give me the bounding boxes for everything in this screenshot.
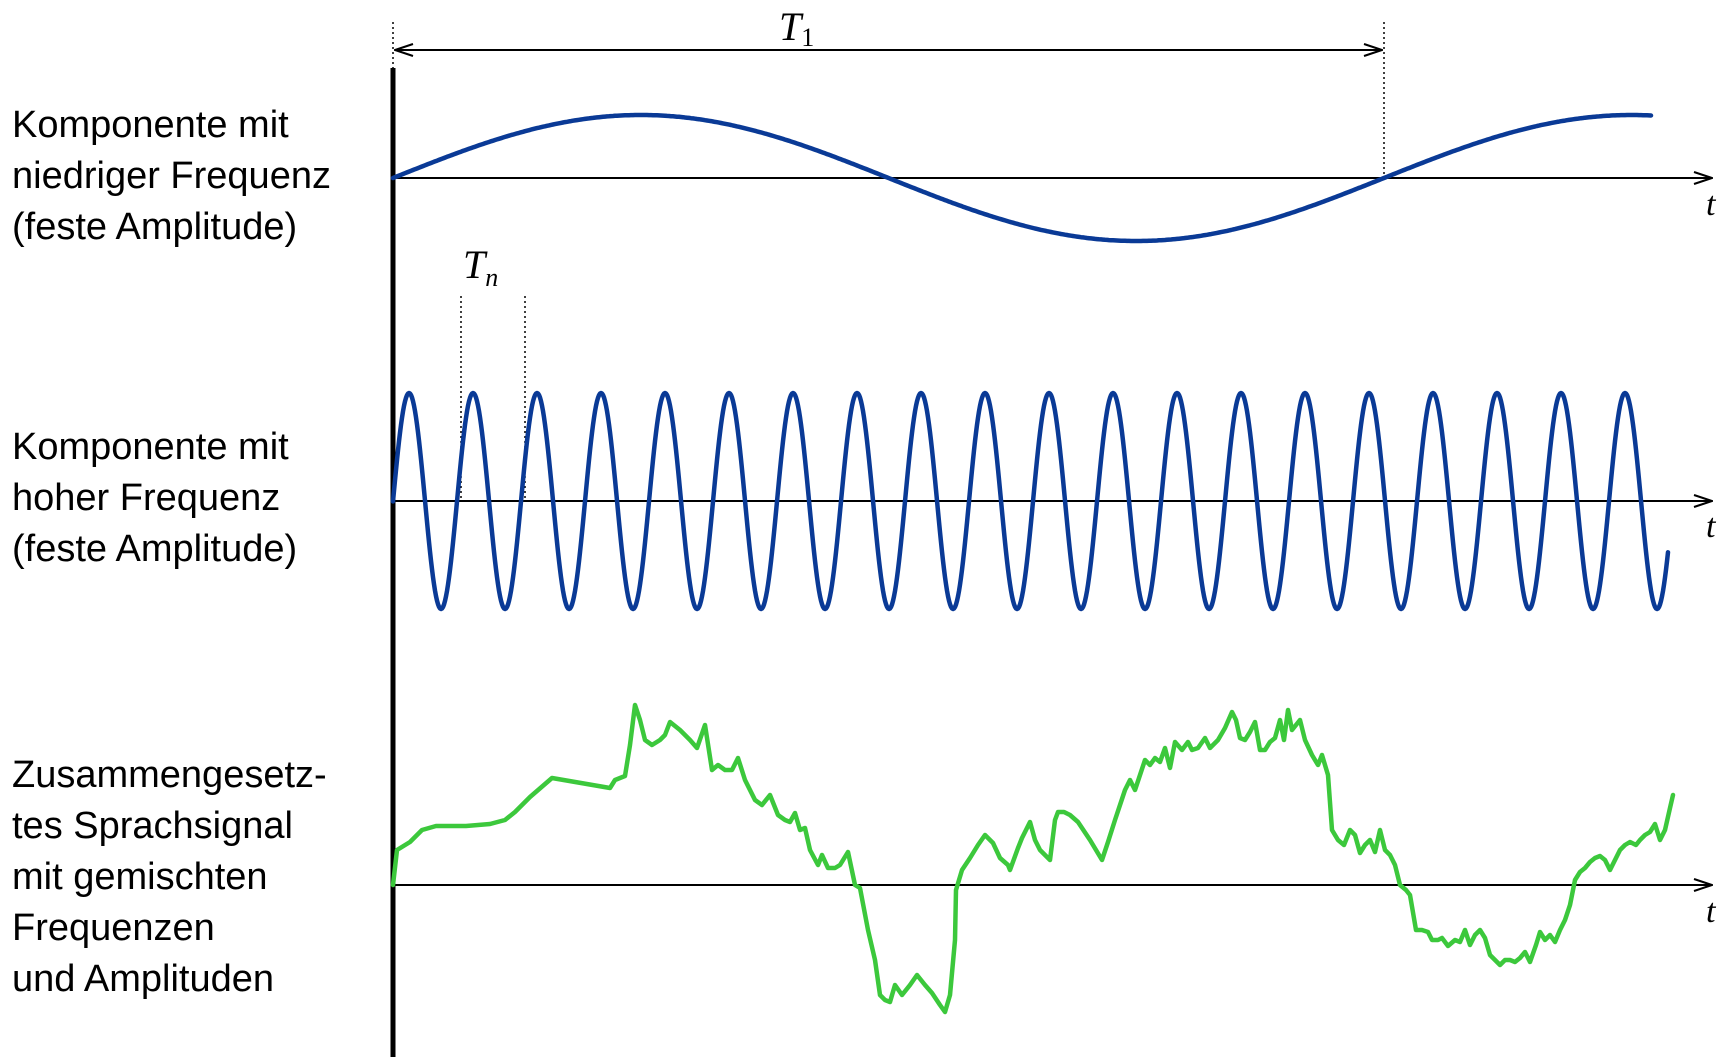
label-low-frequency: Komponente mit niedriger Frequenz (feste… — [12, 104, 331, 248]
high-frequency-waveform — [390, 390, 1671, 612]
low-frequency-waveform — [390, 112, 1654, 244]
label-composite-signal: Zusammengesetz- tes Sprachsignal mit gem… — [12, 754, 327, 1000]
axis-t-label-composite: t — [1706, 893, 1717, 930]
label-high-frequency: Komponente mit hoher Frequenz (feste Amp… — [12, 426, 298, 570]
composite-speech-waveform — [390, 702, 1676, 1015]
axis-t-label-high: t — [1706, 508, 1717, 545]
tn-label: Tn — [463, 242, 498, 292]
axis-t-label-low: t — [1706, 186, 1717, 223]
t1-label: T1 — [779, 4, 814, 52]
